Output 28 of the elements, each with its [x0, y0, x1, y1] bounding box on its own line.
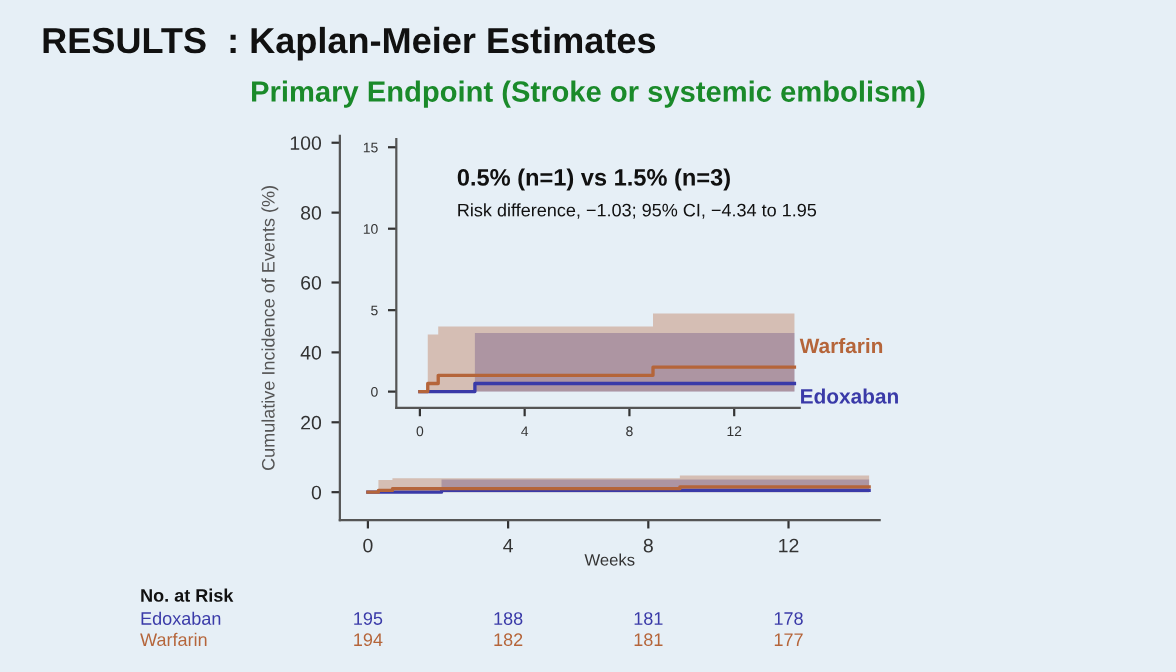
x-tick-label: 8	[643, 538, 653, 553]
y-tick-label: 0	[311, 485, 322, 500]
y-tick-label: 100	[290, 136, 322, 150]
text: 182	[494, 633, 523, 647]
y-tick-label: 60	[301, 275, 322, 290]
y-tick-label: 40	[300, 345, 322, 360]
y-tick-label: 20	[301, 415, 322, 430]
text: 194	[354, 633, 383, 647]
x-axis-title: Weeks	[584, 553, 635, 566]
text: 177	[774, 633, 803, 646]
text: 178	[774, 612, 803, 625]
text: No. at Risk	[141, 588, 234, 602]
text: 188	[494, 612, 523, 625]
text: 181	[634, 633, 663, 647]
y-tick-label: 80	[301, 206, 322, 220]
chart-subtitle: Primary Endpoint (Stroke or systemic embolism)	[252, 80, 925, 108]
text: 181	[634, 612, 663, 625]
text: 195	[354, 612, 383, 625]
y-axis-title: Cumulative Incidence of Events (%)	[261, 186, 279, 471]
chart-title: RESULTS : Kaplan-Meier Estimates	[43, 26, 656, 61]
annotation: 0.5% (n=1) vs 1.5% (n=3)	[457, 168, 730, 191]
text: Warfarin	[140, 632, 207, 647]
series-label: Warfarin	[799, 337, 883, 354]
x-tick-label: 12	[779, 538, 799, 553]
annotation: Risk difference, −1.03; 95% CI, −4.34 to 1.95	[458, 203, 817, 219]
text: Edoxaban	[141, 611, 221, 625]
series-label: Edoxaban	[801, 388, 898, 404]
x-tick-label: 4	[503, 538, 513, 553]
